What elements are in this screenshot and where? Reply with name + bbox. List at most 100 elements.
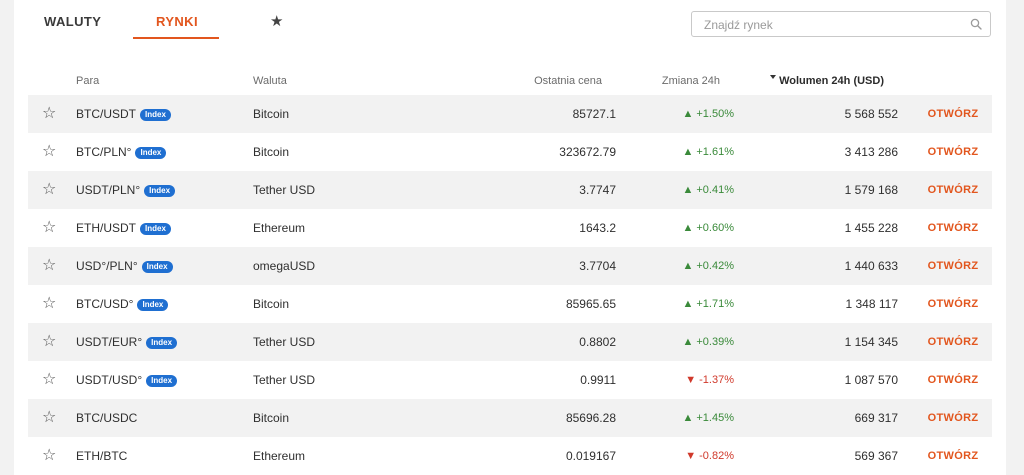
index-badge: Index (146, 375, 178, 387)
favorite-star-icon[interactable]: ☆ (42, 295, 57, 312)
tab-rynki[interactable]: RYNKI (156, 14, 198, 29)
open-market-button[interactable]: OTWÓRZ (927, 336, 979, 348)
search-input[interactable] (702, 16, 966, 34)
table-row[interactable]: ☆ USDT/EUR° Index Tether USD 0.8802 ▲ +0.39% 1… (28, 323, 992, 361)
volume-24h: 1 579 168 (844, 183, 898, 197)
favorites-star-icon[interactable]: ★ (270, 13, 284, 30)
last-price: 85727.1 (572, 107, 616, 121)
table-header: Para Waluta Ostatnia cena Zmiana 24h Wol… (14, 72, 1006, 92)
favorite-star-icon[interactable]: ☆ (42, 219, 57, 236)
table-row[interactable]: ☆ USDT/PLN° Index Tether USD 3.7747 ▲ +0.41% 1… (28, 171, 992, 209)
column-header-volume[interactable]: Wolumen 24h (USD) (779, 75, 884, 87)
volume-24h: 1 154 345 (844, 335, 898, 349)
pair-cell: BTC/USDT Index (76, 95, 171, 133)
change-24h: ▲ +1.50% (682, 108, 734, 120)
pair-cell: USDT/USD° Index (76, 361, 178, 399)
pair-cell: USDT/EUR° Index (76, 323, 178, 361)
pair-name: USDT/EUR° (76, 335, 143, 349)
tab-waluty[interactable]: WALUTY (44, 14, 102, 29)
favorite-star-icon[interactable]: ☆ (42, 143, 57, 160)
change-24h: ▲ +0.60% (682, 222, 734, 234)
last-price: 3.7704 (579, 259, 616, 273)
table-row[interactable]: ☆ ETH/USDT Index Ethereum 1643.2 ▲ +0.60% 1 45… (28, 209, 992, 247)
pair-name: BTC/PLN° (76, 145, 132, 159)
index-badge: Index (146, 337, 178, 349)
currency-name: Bitcoin (253, 145, 290, 159)
volume-24h: 3 413 286 (844, 145, 898, 159)
last-price: 0.8802 (579, 335, 616, 349)
pair-name: ETH/USDT (76, 221, 136, 235)
volume-24h: 5 568 552 (844, 107, 898, 121)
change-24h: ▲ +1.61% (682, 146, 734, 158)
favorite-star-icon[interactable]: ☆ (42, 181, 57, 198)
last-price: 0.019167 (565, 449, 616, 463)
change-24h: ▲ +1.45% (682, 412, 734, 424)
table-row[interactable]: ☆ BTC/USDT Index Bitcoin 85727.1 ▲ +1.50% 5 56… (28, 95, 992, 133)
currency-name: Ethereum (253, 449, 306, 463)
pair-name: BTC/USD° (76, 297, 134, 311)
column-header-last-price[interactable]: Ostatnia cena (534, 75, 602, 87)
open-market-button[interactable]: OTWÓRZ (927, 222, 979, 234)
currency-name: Bitcoin (253, 411, 290, 425)
change-24h: ▲ +0.39% (682, 336, 734, 348)
search-icon[interactable] (970, 18, 982, 30)
open-market-button[interactable]: OTWÓRZ (927, 260, 979, 272)
table-row[interactable]: ☆ USDT/USD° Index Tether USD 0.9911 ▼ -1.37% 1… (28, 361, 992, 399)
volume-24h: 1 087 570 (844, 373, 898, 387)
markets-table: ☆ BTC/USDT Index Bitcoin 85727.1 ▲ +1.50% 5 56… (28, 95, 992, 475)
last-price: 1643.2 (579, 221, 616, 235)
table-row[interactable]: ☆ BTC/USDC Bitcoin 85696.28 ▲ +1.45% 669 317 O… (28, 399, 992, 437)
last-price: 0.9911 (580, 373, 616, 387)
favorite-star-icon[interactable]: ☆ (42, 105, 57, 122)
change-24h: ▲ +0.42% (682, 260, 734, 272)
favorite-star-icon[interactable]: ☆ (42, 371, 57, 388)
table-row[interactable]: ☆ BTC/USD° Index Bitcoin 85965.65 ▲ +1.71% 1 3… (28, 285, 992, 323)
open-market-button[interactable]: OTWÓRZ (927, 374, 979, 386)
open-market-button[interactable]: OTWÓRZ (927, 298, 979, 310)
index-badge: Index (140, 223, 171, 235)
favorite-star-icon[interactable]: ☆ (42, 333, 57, 350)
search-box (691, 11, 991, 37)
table-row[interactable]: ☆ ETH/BTC Ethereum 0.019167 ▼ -0.82% 569 367 O… (28, 437, 992, 475)
last-price: 3.7747 (579, 183, 616, 197)
currency-name: Tether USD (253, 373, 316, 387)
pair-cell: BTC/USD° Index (76, 285, 169, 323)
column-header-change[interactable]: Zmiana 24h (661, 75, 720, 87)
pair-cell: ETH/USDT Index (76, 209, 171, 247)
currency-name: Ethereum (253, 221, 306, 235)
open-market-button[interactable]: OTWÓRZ (927, 450, 979, 462)
open-market-button[interactable]: OTWÓRZ (927, 146, 979, 158)
volume-24h: 1 455 228 (844, 221, 898, 235)
favorite-star-icon[interactable]: ☆ (42, 409, 57, 426)
change-24h: ▲ +0.41% (682, 184, 734, 196)
currency-name: Tether USD (253, 183, 316, 197)
pair-name: USD°/PLN° (76, 259, 138, 273)
pair-name: BTC/USDT (76, 107, 136, 121)
pair-cell: ETH/BTC (76, 437, 127, 475)
index-badge: Index (144, 185, 176, 197)
column-header-currency[interactable]: Waluta (253, 75, 287, 87)
open-market-button[interactable]: OTWÓRZ (927, 184, 979, 196)
currency-name: omegaUSD (253, 259, 316, 273)
last-price: 85696.28 (565, 411, 616, 425)
favorite-star-icon[interactable]: ☆ (42, 257, 57, 274)
volume-24h: 669 317 (854, 411, 898, 425)
pair-cell: BTC/PLN° Index (76, 133, 167, 171)
open-market-button[interactable]: OTWÓRZ (927, 412, 979, 424)
table-row[interactable]: ☆ USD°/PLN° Index omegaUSD 3.7704 ▲ +0.42% 1 4… (28, 247, 992, 285)
currency-name: Bitcoin (253, 297, 290, 311)
pair-name: USDT/USD° (76, 373, 143, 387)
sort-desc-icon[interactable] (770, 75, 776, 79)
currency-name: Tether USD (253, 335, 316, 349)
open-market-button[interactable]: OTWÓRZ (927, 108, 979, 120)
column-header-pair[interactable]: Para (76, 75, 100, 87)
pair-name: USDT/PLN° (76, 183, 141, 197)
index-badge: Index (141, 261, 173, 273)
volume-24h: 1 440 633 (844, 259, 898, 273)
index-badge: Index (137, 299, 169, 311)
table-row[interactable]: ☆ BTC/PLN° Index Bitcoin 323672.79 ▲ +1.61% 3 … (28, 133, 992, 171)
index-badge: Index (140, 109, 171, 121)
favorite-star-icon[interactable]: ☆ (42, 447, 57, 464)
currency-name: Bitcoin (253, 107, 290, 121)
last-price: 85965.65 (565, 297, 616, 311)
